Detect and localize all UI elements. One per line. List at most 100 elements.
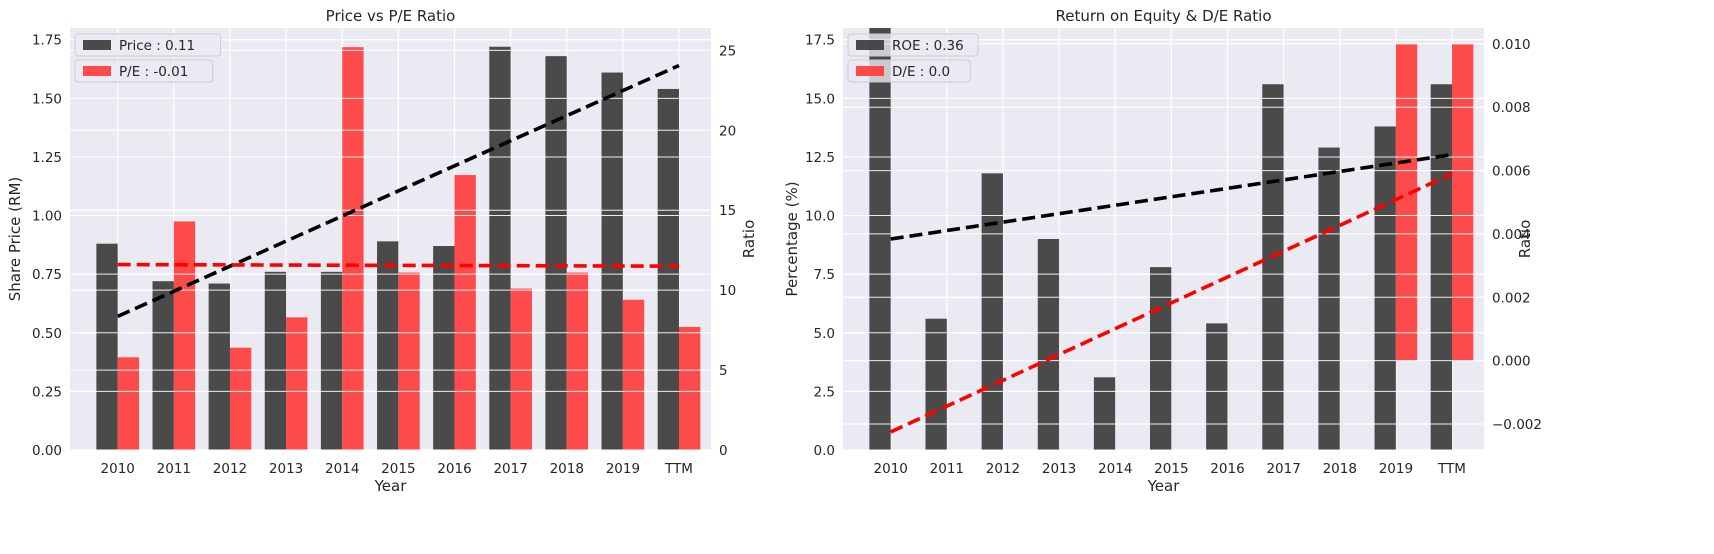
legend-box <box>847 33 979 57</box>
bar-price <box>489 46 511 450</box>
bar-roe <box>1206 323 1228 450</box>
y-tick-label: 15.0 <box>805 91 835 107</box>
bar-pe <box>679 326 701 450</box>
y-right-tick-label: 25 <box>719 43 736 59</box>
x-tick-label: 2014 <box>325 461 359 477</box>
legend-label: P/E : -0.01 <box>119 64 188 80</box>
legend-label: ROE : 0.36 <box>892 38 964 54</box>
x-tick-label: 2013 <box>1042 461 1076 477</box>
y-tick-label: 1.25 <box>32 150 62 166</box>
y-right-tick-label: 0.006 <box>1492 164 1531 180</box>
chart-price-pe: 0.00 0.25 0.50 0.75 1.00 1.25 1.50 1.75 0 5 10 15 20… <box>6 7 758 495</box>
chart-roe-de: 0.0 2.5 5.0 7.5 10.0 12.5 15.0 17.5 −0.002 0.000 0… <box>783 7 1542 495</box>
x-tick-label: TTM <box>1437 461 1466 477</box>
x-tick-label: 2011 <box>157 461 191 477</box>
y-tick-label: 0.75 <box>32 267 62 283</box>
bar-price <box>657 88 680 450</box>
legend-label: Price : 0.11 <box>119 38 195 54</box>
legend-label: D/E : 0.0 <box>892 64 950 80</box>
y-tick-label: 0.0 <box>814 443 835 459</box>
bar-roe <box>925 318 947 450</box>
bar-roe <box>1262 84 1284 451</box>
bar-roe <box>981 173 1003 450</box>
trendline-primary <box>116 63 680 319</box>
bar-price <box>96 243 118 450</box>
bar-de <box>1452 43 1474 361</box>
bar-pe <box>229 347 252 450</box>
y-tick-label: 5.0 <box>814 326 835 342</box>
bar-pe <box>286 317 308 450</box>
bar-roe <box>1037 239 1060 450</box>
bar-de <box>1395 43 1418 361</box>
x-tick-label: TTM <box>664 461 693 477</box>
legend-box <box>847 59 971 83</box>
bar-price <box>320 271 343 450</box>
bar-roe <box>1093 377 1116 450</box>
x-axis-label: Year <box>1147 477 1181 495</box>
y-tick-label: 1.75 <box>32 33 62 49</box>
y-tick-label: 17.5 <box>805 33 835 49</box>
y-tick-label: 1.50 <box>32 91 62 107</box>
x-tick-label: 2018 <box>1323 461 1357 477</box>
y-axis-label: Percentage (%) <box>783 181 801 296</box>
bar-roe <box>869 28 891 450</box>
y-right-tick-label: 0.008 <box>1492 100 1531 116</box>
x-tick-label: 2019 <box>606 461 640 477</box>
y-right-tick-label: 0.002 <box>1492 290 1531 306</box>
bar-pe <box>454 175 476 450</box>
y-right-tick-label: 15 <box>719 203 736 219</box>
y-right-axis-label: Ratio <box>1516 220 1534 259</box>
bar-pe <box>398 272 420 450</box>
x-tick-label: 2019 <box>1379 461 1413 477</box>
chart-title: Price vs P/E Ratio <box>326 7 456 25</box>
legend-swatch <box>83 40 111 50</box>
y-tick-label: 0.25 <box>32 384 62 400</box>
bar-pe <box>622 299 645 450</box>
x-tick-label: 2016 <box>437 461 471 477</box>
x-tick-label: 2017 <box>493 461 527 477</box>
x-tick-label: 2015 <box>1154 461 1188 477</box>
bar-roe <box>1318 147 1340 451</box>
x-axis-label: Year <box>374 477 408 495</box>
bar-pe <box>342 47 364 450</box>
y-right-tick-label: 5 <box>719 363 728 379</box>
bar-price <box>601 72 623 451</box>
y-right-axis-label: Ratio <box>740 220 758 259</box>
trendline-secondary <box>117 262 680 268</box>
y-tick-label: 1.00 <box>32 209 62 225</box>
y-right-tick-label: 0.004 <box>1492 227 1531 243</box>
y-right-tick-label: 0.000 <box>1492 354 1531 370</box>
x-tick-label: 2017 <box>1266 461 1300 477</box>
x-tick-label: 2016 <box>1210 461 1244 477</box>
bar-price <box>433 246 455 450</box>
bar-pe <box>173 221 196 450</box>
bar-roe <box>1150 267 1172 450</box>
x-tick-label: 2012 <box>213 461 247 477</box>
bar-roe <box>1374 126 1396 450</box>
y-tick-label: 10.0 <box>805 209 835 225</box>
x-tick-label: 2010 <box>874 461 908 477</box>
y-tick-label: 12.5 <box>805 150 835 166</box>
y-axis-label: Share Price (RM) <box>6 177 24 301</box>
x-tick-label: 2012 <box>986 461 1020 477</box>
x-tick-label: 2010 <box>101 461 135 477</box>
x-tick-label: 2015 <box>381 461 415 477</box>
legend-box <box>74 33 222 57</box>
bar-price <box>208 283 230 450</box>
bar-pe <box>117 357 140 450</box>
y-right-tick-label: 20 <box>719 123 736 139</box>
y-right-tick-label: 0 <box>719 443 728 459</box>
bar-price <box>264 271 287 450</box>
chart-title: Return on Equity & D/E Ratio <box>1055 7 1271 25</box>
y-right-tick-label: −0.002 <box>1492 417 1542 433</box>
y-tick-label: 0.50 <box>32 326 62 342</box>
x-tick-label: 2011 <box>930 461 964 477</box>
legend-swatch <box>856 66 884 76</box>
y-right-tick-label: 0.010 <box>1492 37 1531 53</box>
y-right-tick-label: 10 <box>719 283 736 299</box>
bar-pe <box>566 272 589 450</box>
bar-roe <box>1430 84 1453 451</box>
legend-box <box>74 59 214 83</box>
bar-price <box>152 281 174 450</box>
